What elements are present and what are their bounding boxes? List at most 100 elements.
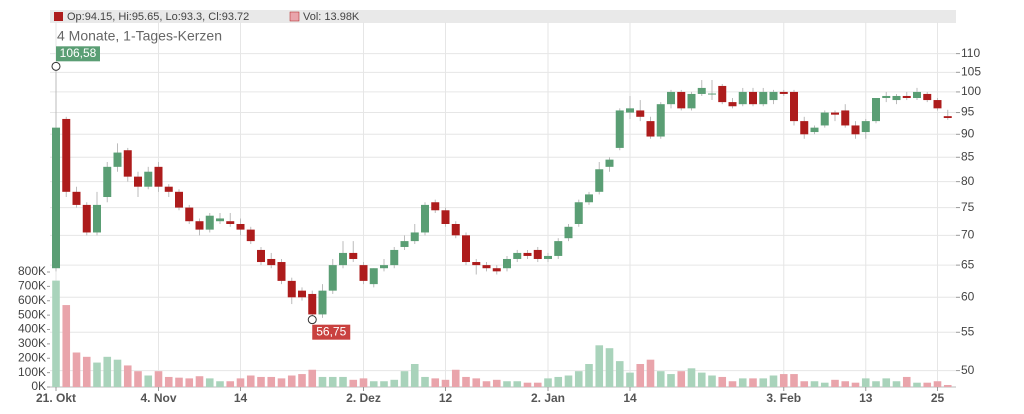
candle-body [544,255,552,259]
volume-bar [769,375,778,387]
volume-info: Vol: 13.98K [303,11,360,23]
candle-body [687,93,696,109]
candle-body [369,268,378,285]
y-tick-label: 60 [961,289,975,303]
candle-body [451,223,460,236]
candle-body [902,95,911,99]
candle-body [933,100,942,109]
volume-bar [523,382,532,387]
volume-bar [636,364,645,387]
x-tick-label: 12 [439,391,453,405]
x-tick-label: 21. Okt [36,391,76,405]
candle-body [195,221,204,230]
candle-body [216,218,224,222]
volume-bar [810,381,819,387]
candle-body [72,191,81,205]
candle-body [923,93,932,101]
y-tick-label: 90 [961,126,975,140]
candle-body [831,112,839,115]
volume-bar [831,379,839,387]
volume-bar [226,381,235,387]
candle-body [738,91,747,105]
high-marker [51,61,61,71]
volume-bar [544,378,552,387]
candle-body [298,290,306,298]
candle-body [257,249,265,263]
y-tick-label: 105 [961,64,981,78]
y-tick-label: 80 [961,174,975,188]
x-tick-label: 14 [234,391,248,405]
volume-bar [62,305,71,387]
candle-body [892,95,901,101]
volume-bar [349,379,358,387]
candle-body [277,262,286,281]
y-tick-label: 100 [961,84,981,98]
candle-body [728,102,737,107]
volume-bar [626,372,634,387]
y-tick-label: 85 [961,149,975,163]
candle-body [103,166,112,198]
candle-body [749,91,757,105]
volume-bar [257,376,265,387]
volume-bar [267,376,276,387]
candle-body [349,252,358,259]
candle-body [841,110,850,126]
volume-bar [728,381,737,387]
candle-body [759,91,768,105]
candle-body [52,127,60,269]
candle-body [308,293,317,315]
volume-bar [441,379,450,387]
candle-body [523,252,532,256]
volume-bar [585,364,593,387]
candle-body [554,241,563,256]
volume-bar [605,348,614,387]
high-label-bg [56,46,100,62]
volume-bar [615,361,624,387]
volume-bar [913,382,921,387]
candle-body [851,125,860,135]
volume-bar [52,280,60,387]
y-tick-label: 70 [961,227,975,241]
volume-bar [103,356,112,387]
candle-body [564,226,573,239]
volume-bar [318,376,327,387]
candle-body [236,223,245,230]
candle-body [482,265,491,269]
volume-bar [410,364,419,387]
volume-bar [923,382,932,387]
volume-bar [790,374,798,387]
volume-bar [123,365,132,387]
candle-body [359,265,368,281]
x-tick-label: 2. Dez [346,391,381,405]
volume-bar [82,356,91,387]
y2-tick-label: 600K [18,293,46,307]
volume-bar [820,382,829,387]
volume-bar [134,371,142,387]
y-tick-label: 55 [961,324,975,338]
volume-bar [749,378,757,387]
candle-body [421,204,429,233]
volume-bar [400,371,409,387]
volume-bar [328,376,337,387]
candle-body [492,268,501,272]
volume-bar [943,384,952,387]
x-tick-label: 14 [623,391,637,405]
volume-bar [656,371,665,387]
candle-body [472,262,481,266]
candle-body [667,91,675,105]
candle-body [790,91,798,122]
low-label: 56,75 [316,324,346,338]
candle-body [533,249,542,259]
ohlc-info: Op:94.15, Hi:95.65, Lo:93.3, Cl:93.72 [67,11,249,23]
volume-bar [564,375,573,387]
volume-bar [482,381,491,387]
volume-bar [390,379,399,387]
volume-bar [554,376,563,387]
volume-bar [72,352,81,387]
candle-body [390,249,399,266]
candle-body [861,121,870,133]
volume-bar [708,375,716,387]
volume-bar [205,378,214,387]
y-tick-label: 50 [961,363,975,377]
volume-bar [298,374,306,387]
